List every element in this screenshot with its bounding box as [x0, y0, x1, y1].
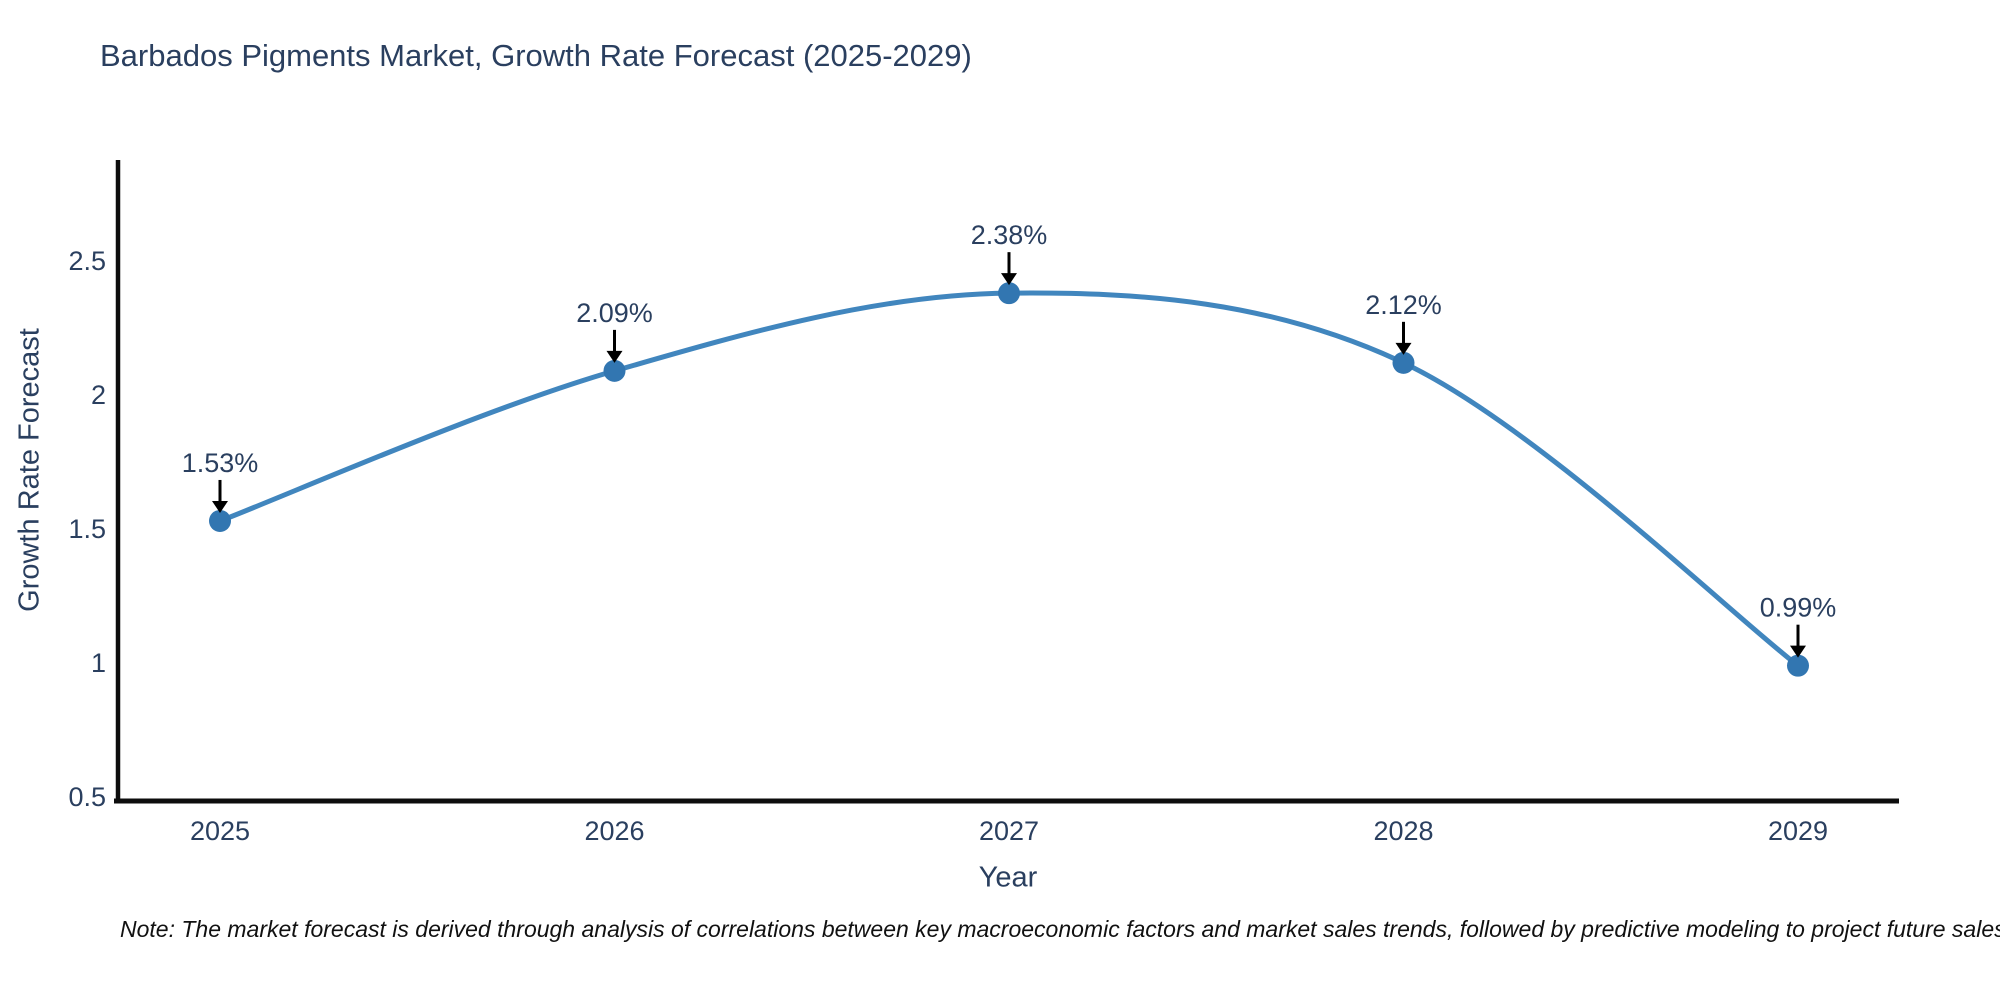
x-axis-title: Year: [978, 861, 1038, 894]
x-tick-label: 2027: [979, 816, 1039, 846]
data-point-marker[interactable]: [209, 509, 231, 532]
data-point-marker[interactable]: [1787, 654, 1809, 677]
data-point-marker[interactable]: [998, 282, 1020, 305]
y-tick-label: 0.5: [68, 782, 106, 812]
forecast-line: [217, 290, 1801, 669]
y-tick-label: 1: [91, 648, 106, 678]
annotation-arrowhead-icon: [1790, 645, 1806, 658]
point-value-label: 2.38%: [971, 220, 1048, 250]
annotation-arrowhead-icon: [1395, 342, 1412, 355]
y-tick-label: 1.5: [68, 514, 106, 544]
y-tick-label: 2.5: [68, 246, 106, 276]
chart-title: Barbados Pigments Market, Growth Rate Fo…: [100, 38, 972, 73]
annotation-arrowhead-icon: [212, 500, 228, 513]
footnote: Note: The market forecast is derived thr…: [120, 916, 2000, 942]
annotation-arrowhead-icon: [606, 350, 623, 363]
y-tick-label: 2: [91, 380, 106, 410]
point-value-label: 2.12%: [1365, 290, 1442, 320]
point-value-label: 2.09%: [576, 298, 653, 328]
annotation-arrowhead-icon: [1001, 273, 1017, 286]
point-value-label: 1.53%: [182, 448, 259, 478]
data-point-marker[interactable]: [1392, 351, 1415, 374]
x-tick-label: 2026: [584, 816, 644, 846]
x-tick-label: 2029: [1768, 816, 1828, 846]
point-value-label: 0.99%: [1760, 593, 1837, 623]
data-point-marker[interactable]: [603, 359, 626, 382]
x-tick-label: 2028: [1373, 816, 1433, 846]
x-tick-label: 2025: [190, 816, 250, 846]
